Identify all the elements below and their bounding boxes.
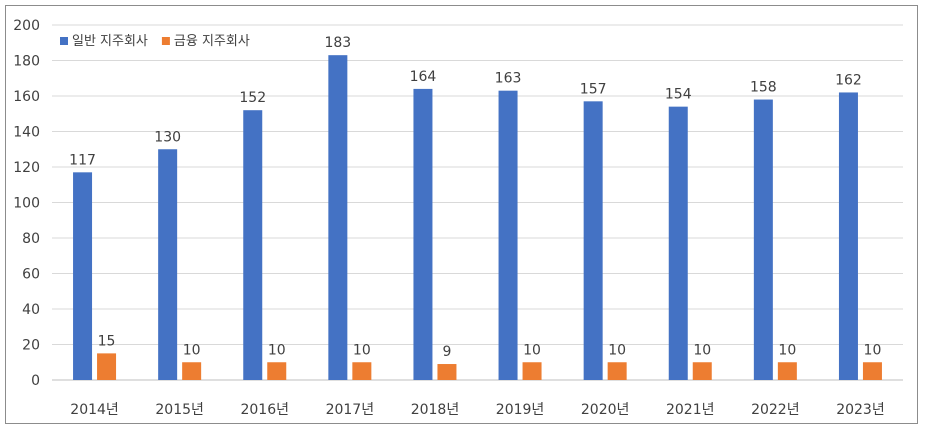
data-labels: 117 15 130 10 152 10 183 10 164 9 163 10 157 10 154 10 1… (69, 35, 881, 360)
data-label: 10 (864, 342, 882, 358)
data-label: 162 (835, 72, 862, 88)
bar-general-holding (583, 101, 603, 380)
legend-label: 일반 지주회사 (72, 34, 148, 49)
y-tick-label: 120 (13, 160, 40, 176)
bar-financial-holding (522, 362, 542, 380)
y-axis-ticks: 0 20 40 60 80 100 120 140 160 180 200 (13, 18, 40, 389)
data-label: 158 (750, 80, 777, 96)
bar-financial-holding (352, 362, 372, 380)
data-label: 183 (324, 35, 351, 51)
data-label: 10 (353, 342, 371, 358)
legend-swatch (161, 37, 170, 45)
y-tick-label: 40 (22, 302, 40, 318)
bar-general-holding (413, 88, 433, 381)
data-label: 152 (239, 90, 266, 106)
bar-financial-holding (692, 362, 712, 380)
x-tick-label: 2021년 (666, 402, 715, 418)
bar-financial-holding (97, 353, 117, 380)
x-tick-label: 2014년 (70, 402, 119, 418)
x-tick-label: 2020년 (581, 402, 630, 418)
legend-swatch (60, 37, 68, 45)
bars (73, 55, 882, 381)
bar-financial-holding (267, 362, 287, 380)
data-label: 9 (442, 344, 451, 360)
data-label: 10 (268, 342, 286, 358)
data-label: 154 (665, 87, 692, 103)
bar-general-holding (158, 149, 178, 380)
y-tick-label: 160 (13, 89, 40, 105)
y-tick-label: 140 (13, 125, 40, 141)
data-label: 15 (98, 333, 116, 349)
legend-label: 금융 지주회사 (174, 34, 250, 49)
y-tick-label: 180 (13, 54, 40, 70)
bar-general-holding (753, 99, 773, 381)
bar-financial-holding (862, 362, 882, 380)
x-tick-label: 2022년 (751, 402, 800, 418)
data-label: 10 (183, 342, 201, 358)
x-tick-label: 2017년 (326, 402, 375, 418)
bar-financial-holding (182, 362, 202, 380)
bar-general-holding (73, 172, 93, 380)
legend: 일반 지주회사 금융 지주회사 (60, 34, 250, 49)
x-tick-label: 2016년 (240, 402, 289, 418)
x-tick-label: 2018년 (411, 402, 460, 418)
bar-general-holding (498, 90, 518, 381)
data-label: 117 (69, 152, 96, 168)
y-tick-label: 60 (22, 267, 40, 283)
x-tick-label: 2015년 (155, 402, 204, 418)
gridlines (52, 24, 903, 381)
data-label: 164 (410, 69, 437, 85)
data-label: 10 (693, 342, 711, 358)
bar-general-holding (243, 110, 263, 380)
y-tick-label: 200 (13, 18, 40, 34)
bar-financial-holding (777, 362, 797, 380)
x-tick-label: 2023년 (836, 402, 885, 418)
bar-general-holding (668, 106, 688, 381)
x-tick-label: 2019년 (496, 402, 545, 418)
x-axis-labels: 2014년 2015년 2016년 2017년 2018년 2019년 2020년 2021년… (70, 402, 884, 418)
bar-financial-holding (607, 362, 627, 380)
bar-general-holding (838, 92, 858, 380)
y-tick-label: 80 (22, 231, 40, 247)
bar-financial-holding (437, 364, 457, 380)
data-label: 163 (495, 71, 522, 87)
bar-general-holding (328, 55, 348, 381)
data-label: 10 (778, 342, 796, 358)
y-tick-label: 0 (31, 373, 40, 389)
data-label: 10 (523, 342, 541, 358)
y-tick-label: 100 (13, 196, 40, 212)
data-label: 10 (608, 342, 626, 358)
data-label: 130 (154, 129, 181, 145)
data-label: 157 (580, 81, 607, 97)
y-tick-label: 20 (22, 338, 40, 354)
